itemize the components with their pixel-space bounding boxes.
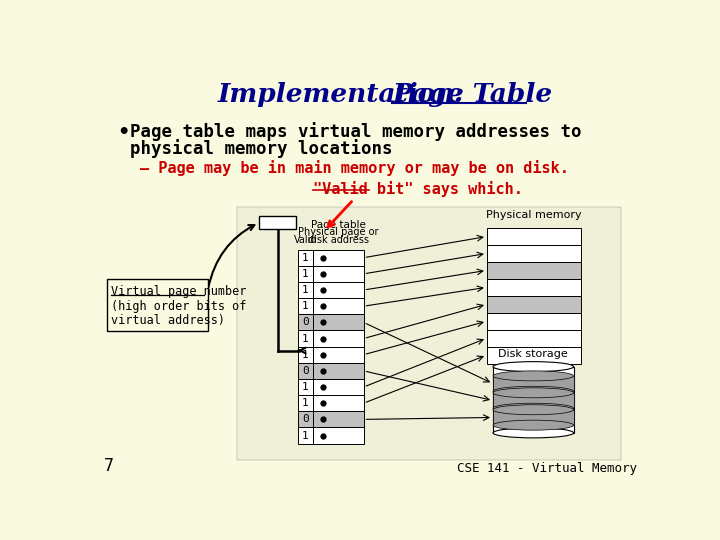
- Ellipse shape: [493, 420, 574, 430]
- Text: 1: 1: [302, 301, 309, 311]
- Text: 1: 1: [302, 430, 309, 441]
- Ellipse shape: [493, 388, 574, 398]
- Text: Page table: Page table: [311, 220, 366, 229]
- Bar: [297, 298, 313, 314]
- Text: 1: 1: [302, 382, 309, 392]
- Text: Implementation:: Implementation:: [218, 82, 474, 106]
- Text: – Page may be in main memory or may be on disk.: – Page may be in main memory or may be o…: [140, 160, 570, 176]
- Bar: [297, 330, 313, 347]
- Text: 1: 1: [302, 269, 309, 279]
- Bar: [313, 347, 364, 363]
- Bar: [313, 266, 364, 282]
- Bar: [313, 249, 364, 266]
- Text: Physical page or: Physical page or: [298, 227, 379, 237]
- Text: CSE 141 - Virtual Memory: CSE 141 - Virtual Memory: [457, 462, 637, 475]
- Bar: [487, 245, 581, 262]
- Bar: [297, 266, 313, 282]
- Text: (high order bits of: (high order bits of: [111, 300, 246, 313]
- Text: 1: 1: [302, 253, 309, 262]
- Text: 0: 0: [302, 366, 309, 376]
- Text: disk address: disk address: [308, 235, 369, 245]
- Bar: [297, 428, 313, 444]
- Bar: [313, 428, 364, 444]
- Bar: [238, 207, 621, 460]
- Text: 1: 1: [302, 285, 309, 295]
- Text: 1: 1: [302, 398, 309, 408]
- Ellipse shape: [493, 362, 574, 372]
- Bar: [313, 314, 364, 330]
- Text: Physical memory: Physical memory: [486, 211, 582, 220]
- Bar: [297, 363, 313, 379]
- Bar: [313, 379, 364, 395]
- Text: Disk storage: Disk storage: [498, 349, 568, 359]
- Bar: [313, 411, 364, 428]
- Bar: [297, 411, 313, 428]
- Bar: [313, 363, 364, 379]
- Text: 7: 7: [104, 457, 114, 475]
- Bar: [297, 347, 313, 363]
- Text: Page table maps virtual memory addresses to: Page table maps virtual memory addresses…: [130, 122, 582, 141]
- Text: 1: 1: [302, 334, 309, 343]
- Ellipse shape: [493, 371, 574, 381]
- Bar: [313, 330, 364, 347]
- Bar: [487, 296, 581, 313]
- Bar: [313, 395, 364, 411]
- Text: physical memory locations: physical memory locations: [130, 139, 393, 158]
- Text: Page Table: Page Table: [392, 82, 552, 106]
- Bar: [493, 410, 574, 425]
- Bar: [297, 314, 313, 330]
- Bar: [487, 330, 581, 347]
- Bar: [313, 298, 364, 314]
- Bar: [313, 282, 364, 298]
- Bar: [297, 395, 313, 411]
- Bar: [487, 228, 581, 245]
- Bar: [297, 249, 313, 266]
- Ellipse shape: [493, 405, 574, 415]
- Ellipse shape: [493, 403, 574, 413]
- Bar: [493, 376, 574, 392]
- Text: 0: 0: [302, 318, 309, 327]
- Bar: [107, 279, 208, 331]
- Ellipse shape: [493, 386, 574, 396]
- Bar: [297, 282, 313, 298]
- Text: Virtual page number: Virtual page number: [111, 285, 246, 298]
- Text: 1: 1: [302, 350, 309, 360]
- Bar: [493, 367, 574, 433]
- Text: "Valid bit" says which.: "Valid bit" says which.: [313, 181, 523, 197]
- Text: virtual address): virtual address): [111, 314, 225, 327]
- Bar: [487, 313, 581, 330]
- Ellipse shape: [493, 428, 574, 438]
- Text: Valid: Valid: [294, 235, 318, 245]
- Bar: [493, 393, 574, 408]
- Bar: [297, 379, 313, 395]
- Text: •: •: [117, 123, 130, 143]
- Bar: [259, 217, 296, 229]
- Bar: [487, 279, 581, 296]
- Bar: [487, 262, 581, 279]
- Text: 0: 0: [302, 414, 309, 424]
- Bar: [487, 347, 581, 363]
